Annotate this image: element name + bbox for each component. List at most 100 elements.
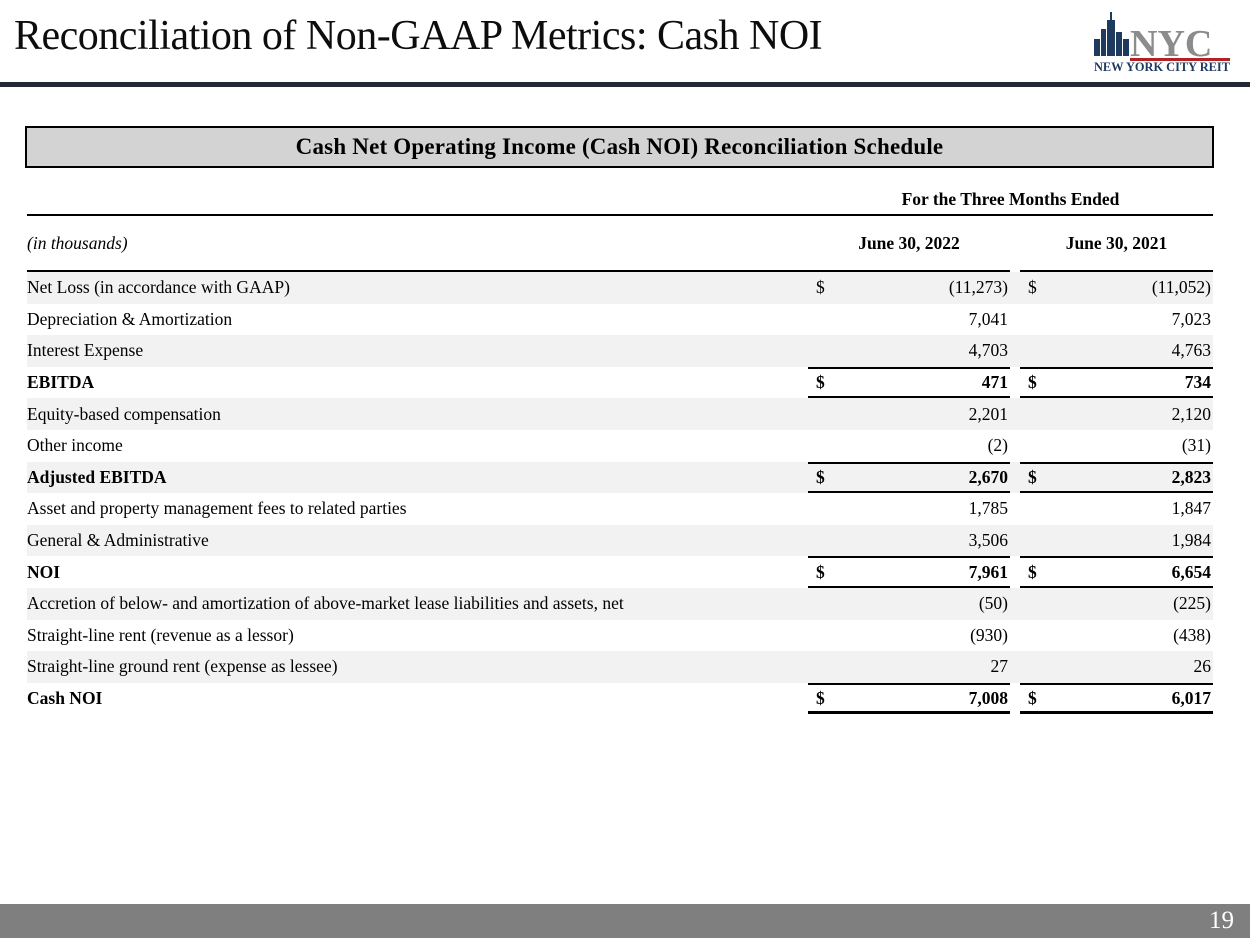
table-row: EBITDA $471 $734 bbox=[27, 366, 1213, 399]
value-2022: 7,041 bbox=[808, 304, 1010, 336]
table-row: Adjusted EBITDA $2,670 $2,823 bbox=[27, 461, 1213, 494]
table-row: Equity-based compensation 2,201 2,120 bbox=[27, 398, 1213, 430]
row-label: Equity-based compensation bbox=[27, 403, 221, 424]
period-header-row: For the Three Months Ended bbox=[27, 186, 1213, 216]
header-divider bbox=[0, 82, 1250, 87]
dollar-sign: $ bbox=[1028, 466, 1037, 487]
table-row: Net Loss (in accordance with GAAP) $ (11,2… bbox=[27, 272, 1213, 304]
column-header-2022: June 30, 2022 bbox=[808, 216, 1010, 272]
value-2022: $471 bbox=[808, 366, 1010, 399]
logo-subtitle: NEW YORK CITY REIT bbox=[1094, 60, 1231, 73]
row-label: Accretion of below- and amortization of … bbox=[27, 593, 624, 614]
value-2022-amount: (2) bbox=[987, 435, 1008, 456]
city-skyline-icon bbox=[1094, 12, 1129, 56]
value-2022-amount: 7,008 bbox=[968, 687, 1008, 708]
value-2021: $6,017 bbox=[1020, 682, 1213, 715]
row-label: Asset and property management fees to re… bbox=[27, 498, 407, 519]
value-2021-amount: 1,847 bbox=[1171, 498, 1211, 519]
nyc-reit-logo-icon: NYC NEW YORK CITY REIT bbox=[1094, 12, 1231, 74]
row-label: Depreciation & Amortization bbox=[27, 308, 233, 329]
value-2022: $7,008 bbox=[808, 682, 1010, 715]
value-2022-amount: (50) bbox=[978, 593, 1008, 614]
value-2021: $2,823 bbox=[1020, 461, 1213, 494]
value-2021: 1,847 bbox=[1020, 493, 1213, 525]
reconciliation-table: For the Three Months Ended (in thousands… bbox=[27, 186, 1213, 715]
value-2022-amount: (930) bbox=[970, 624, 1008, 645]
value-2022-amount: 7,041 bbox=[968, 308, 1008, 329]
footer-bar: 19 bbox=[0, 904, 1250, 938]
table-banner: Cash Net Operating Income (Cash NOI) Rec… bbox=[25, 126, 1214, 168]
value-2022-amount: 2,201 bbox=[968, 403, 1008, 424]
value-2022-amount: 7,961 bbox=[968, 561, 1008, 582]
units-note: (in thousands) bbox=[27, 216, 808, 272]
row-label: NOI bbox=[27, 561, 61, 582]
value-2021-amount: 6,017 bbox=[1171, 687, 1211, 708]
row-label: Straight-line ground rent (expense as le… bbox=[27, 656, 338, 677]
table-body: Net Loss (in accordance with GAAP) $ (11,2… bbox=[27, 272, 1213, 715]
column-header-2021: June 30, 2021 bbox=[1020, 216, 1213, 272]
value-2022: (930) bbox=[808, 620, 1010, 652]
table-row: Depreciation & Amortization 7,041 7,023 bbox=[27, 304, 1213, 336]
value-2021: (438) bbox=[1020, 620, 1213, 652]
logo-red-rule bbox=[1130, 58, 1230, 61]
value-2022: 2,201 bbox=[808, 398, 1010, 430]
value-2022-amount: 27 bbox=[990, 656, 1009, 677]
value-2021: 2,120 bbox=[1020, 398, 1213, 430]
dollar-sign: $ bbox=[1028, 687, 1037, 708]
table-row: Cash NOI $7,008 $6,017 bbox=[27, 682, 1213, 715]
value-2022: 27 bbox=[808, 651, 1010, 683]
period-header: For the Three Months Ended bbox=[808, 186, 1213, 216]
table-row: Other income (2) (31) bbox=[27, 430, 1213, 462]
page-title: Reconciliation of Non-GAAP Metrics: Cash… bbox=[14, 13, 823, 59]
dollar-sign: $ bbox=[1028, 372, 1037, 393]
dollar-sign: $ bbox=[816, 687, 825, 708]
row-label: Adjusted EBITDA bbox=[27, 466, 167, 487]
dollar-sign: $ bbox=[816, 561, 825, 582]
value-2022: $7,961 bbox=[808, 556, 1010, 588]
dollar-sign: $ bbox=[816, 466, 825, 487]
table-row: Asset and property management fees to re… bbox=[27, 493, 1213, 525]
value-2021-amount: 7,023 bbox=[1171, 308, 1211, 329]
row-label: EBITDA bbox=[27, 372, 95, 393]
dollar-sign: $ bbox=[816, 277, 825, 298]
value-2021: (31) bbox=[1020, 430, 1213, 462]
value-2021-amount: 1,984 bbox=[1171, 530, 1211, 551]
value-2022-amount: (11,273) bbox=[948, 277, 1008, 298]
value-2022: (50) bbox=[808, 588, 1010, 620]
value-2021-amount: (11,052) bbox=[1151, 277, 1211, 298]
value-2021-amount: 2,120 bbox=[1171, 403, 1211, 424]
table-row: General & Administrative 3,506 1,984 bbox=[27, 524, 1213, 557]
value-2021: 26 bbox=[1020, 651, 1213, 683]
value-2021-amount: 6,654 bbox=[1171, 561, 1211, 582]
value-2021-amount: (438) bbox=[1173, 624, 1211, 645]
value-2021: 7,023 bbox=[1020, 304, 1213, 336]
value-2022: 3,506 bbox=[808, 525, 1010, 557]
table-row: NOI $7,961 $6,654 bbox=[27, 556, 1213, 588]
value-2021: $ (11,052) bbox=[1020, 272, 1213, 304]
value-2022: 4,703 bbox=[808, 335, 1010, 367]
value-2022-amount: 471 bbox=[981, 372, 1008, 393]
value-2021-amount: 4,763 bbox=[1171, 340, 1211, 361]
value-2021-amount: (225) bbox=[1173, 593, 1211, 614]
value-2022: 1,785 bbox=[808, 493, 1010, 525]
dollar-sign: $ bbox=[1028, 561, 1037, 582]
row-label: Straight-line rent (revenue as a lessor) bbox=[27, 624, 294, 645]
dollar-sign: $ bbox=[816, 372, 825, 393]
value-2022: $2,670 bbox=[808, 461, 1010, 494]
value-2021: 4,763 bbox=[1020, 335, 1213, 367]
row-label: Interest Expense bbox=[27, 340, 144, 361]
table-row: Accretion of below- and amortization of … bbox=[27, 587, 1213, 620]
page-number: 19 bbox=[1209, 907, 1234, 934]
dollar-sign: $ bbox=[1028, 277, 1037, 298]
row-label: Other income bbox=[27, 435, 123, 456]
table-row: Straight-line ground rent (expense as le… bbox=[27, 651, 1213, 683]
value-2021-amount: 2,823 bbox=[1171, 466, 1211, 487]
label-column-rule bbox=[27, 186, 808, 216]
value-2021-amount: (31) bbox=[1181, 435, 1211, 456]
row-label: General & Administrative bbox=[27, 530, 209, 551]
company-logo: NYC NEW YORK CITY REIT bbox=[1094, 11, 1232, 78]
value-2022: (2) bbox=[808, 430, 1010, 462]
value-2021: $734 bbox=[1020, 366, 1213, 399]
value-2021: 1,984 bbox=[1020, 525, 1213, 557]
